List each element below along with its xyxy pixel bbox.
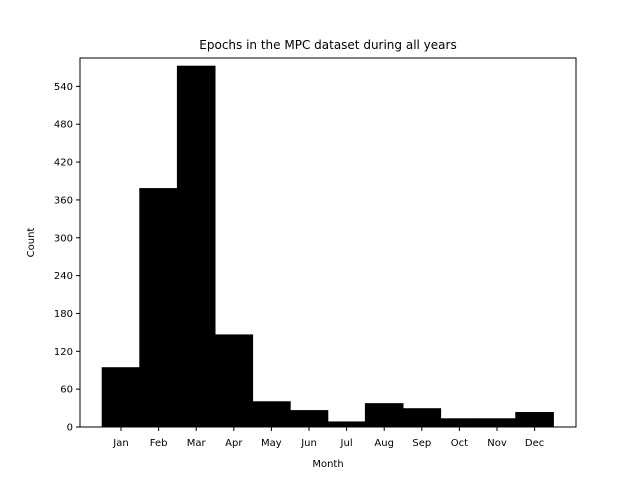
- y-tick-label-540: 540: [54, 82, 73, 93]
- chart-title: Epochs in the MPC dataset during all yea…: [199, 38, 456, 52]
- y-axis: 0 60 120 180 240 300 360 420 480 540: [54, 82, 80, 434]
- bar-sep: [402, 408, 442, 428]
- bar-jun: [289, 410, 329, 428]
- plot-frame: [79, 57, 577, 428]
- x-tick-label-apr: Apr: [225, 438, 243, 449]
- x-tick-label-oct: Oct: [451, 438, 468, 449]
- bar-aug: [364, 403, 404, 428]
- y-tick-label-480: 480: [54, 120, 73, 131]
- bar-apr: [214, 334, 254, 428]
- y-tick-label-120: 120: [54, 347, 73, 358]
- x-tick-label-feb: Feb: [150, 438, 168, 449]
- x-tick-label-may: May: [261, 438, 282, 449]
- x-tick-label-sep: Sep: [412, 438, 431, 449]
- x-axis-label: Month: [312, 459, 343, 470]
- x-tick-label-mar: Mar: [187, 438, 207, 449]
- y-axis-label: Count: [26, 228, 37, 258]
- x-tick-label-jan: Jan: [112, 438, 128, 449]
- bar-may: [252, 401, 291, 428]
- bar-feb: [139, 188, 178, 428]
- y-tick-label-360: 360: [54, 195, 73, 206]
- bar-jan: [101, 367, 141, 428]
- x-tick-label-dec: Dec: [525, 438, 544, 449]
- y-tick-label-180: 180: [54, 309, 73, 320]
- y-tick-label-60: 60: [60, 385, 73, 396]
- x-tick-label-jul: Jul: [340, 438, 353, 449]
- x-tick-label-jun: Jun: [300, 438, 317, 449]
- bar-dec: [515, 411, 554, 428]
- y-tick-label-420: 420: [54, 158, 73, 169]
- x-tick-label-aug: Aug: [374, 438, 394, 449]
- bar-jul: [327, 421, 366, 428]
- bar-mar: [176, 65, 216, 428]
- y-tick-label-0: 0: [67, 423, 73, 434]
- bars: [101, 65, 554, 428]
- y-tick-label-240: 240: [54, 271, 73, 282]
- y-tick-label-300: 300: [54, 233, 73, 244]
- bar-oct: [440, 418, 479, 428]
- x-tick-label-nov: Nov: [487, 438, 507, 449]
- x-axis: Jan Feb Mar Apr May Jun Jul Aug Sep Oct Nov Dec: [112, 427, 544, 449]
- bar-nov: [477, 418, 517, 428]
